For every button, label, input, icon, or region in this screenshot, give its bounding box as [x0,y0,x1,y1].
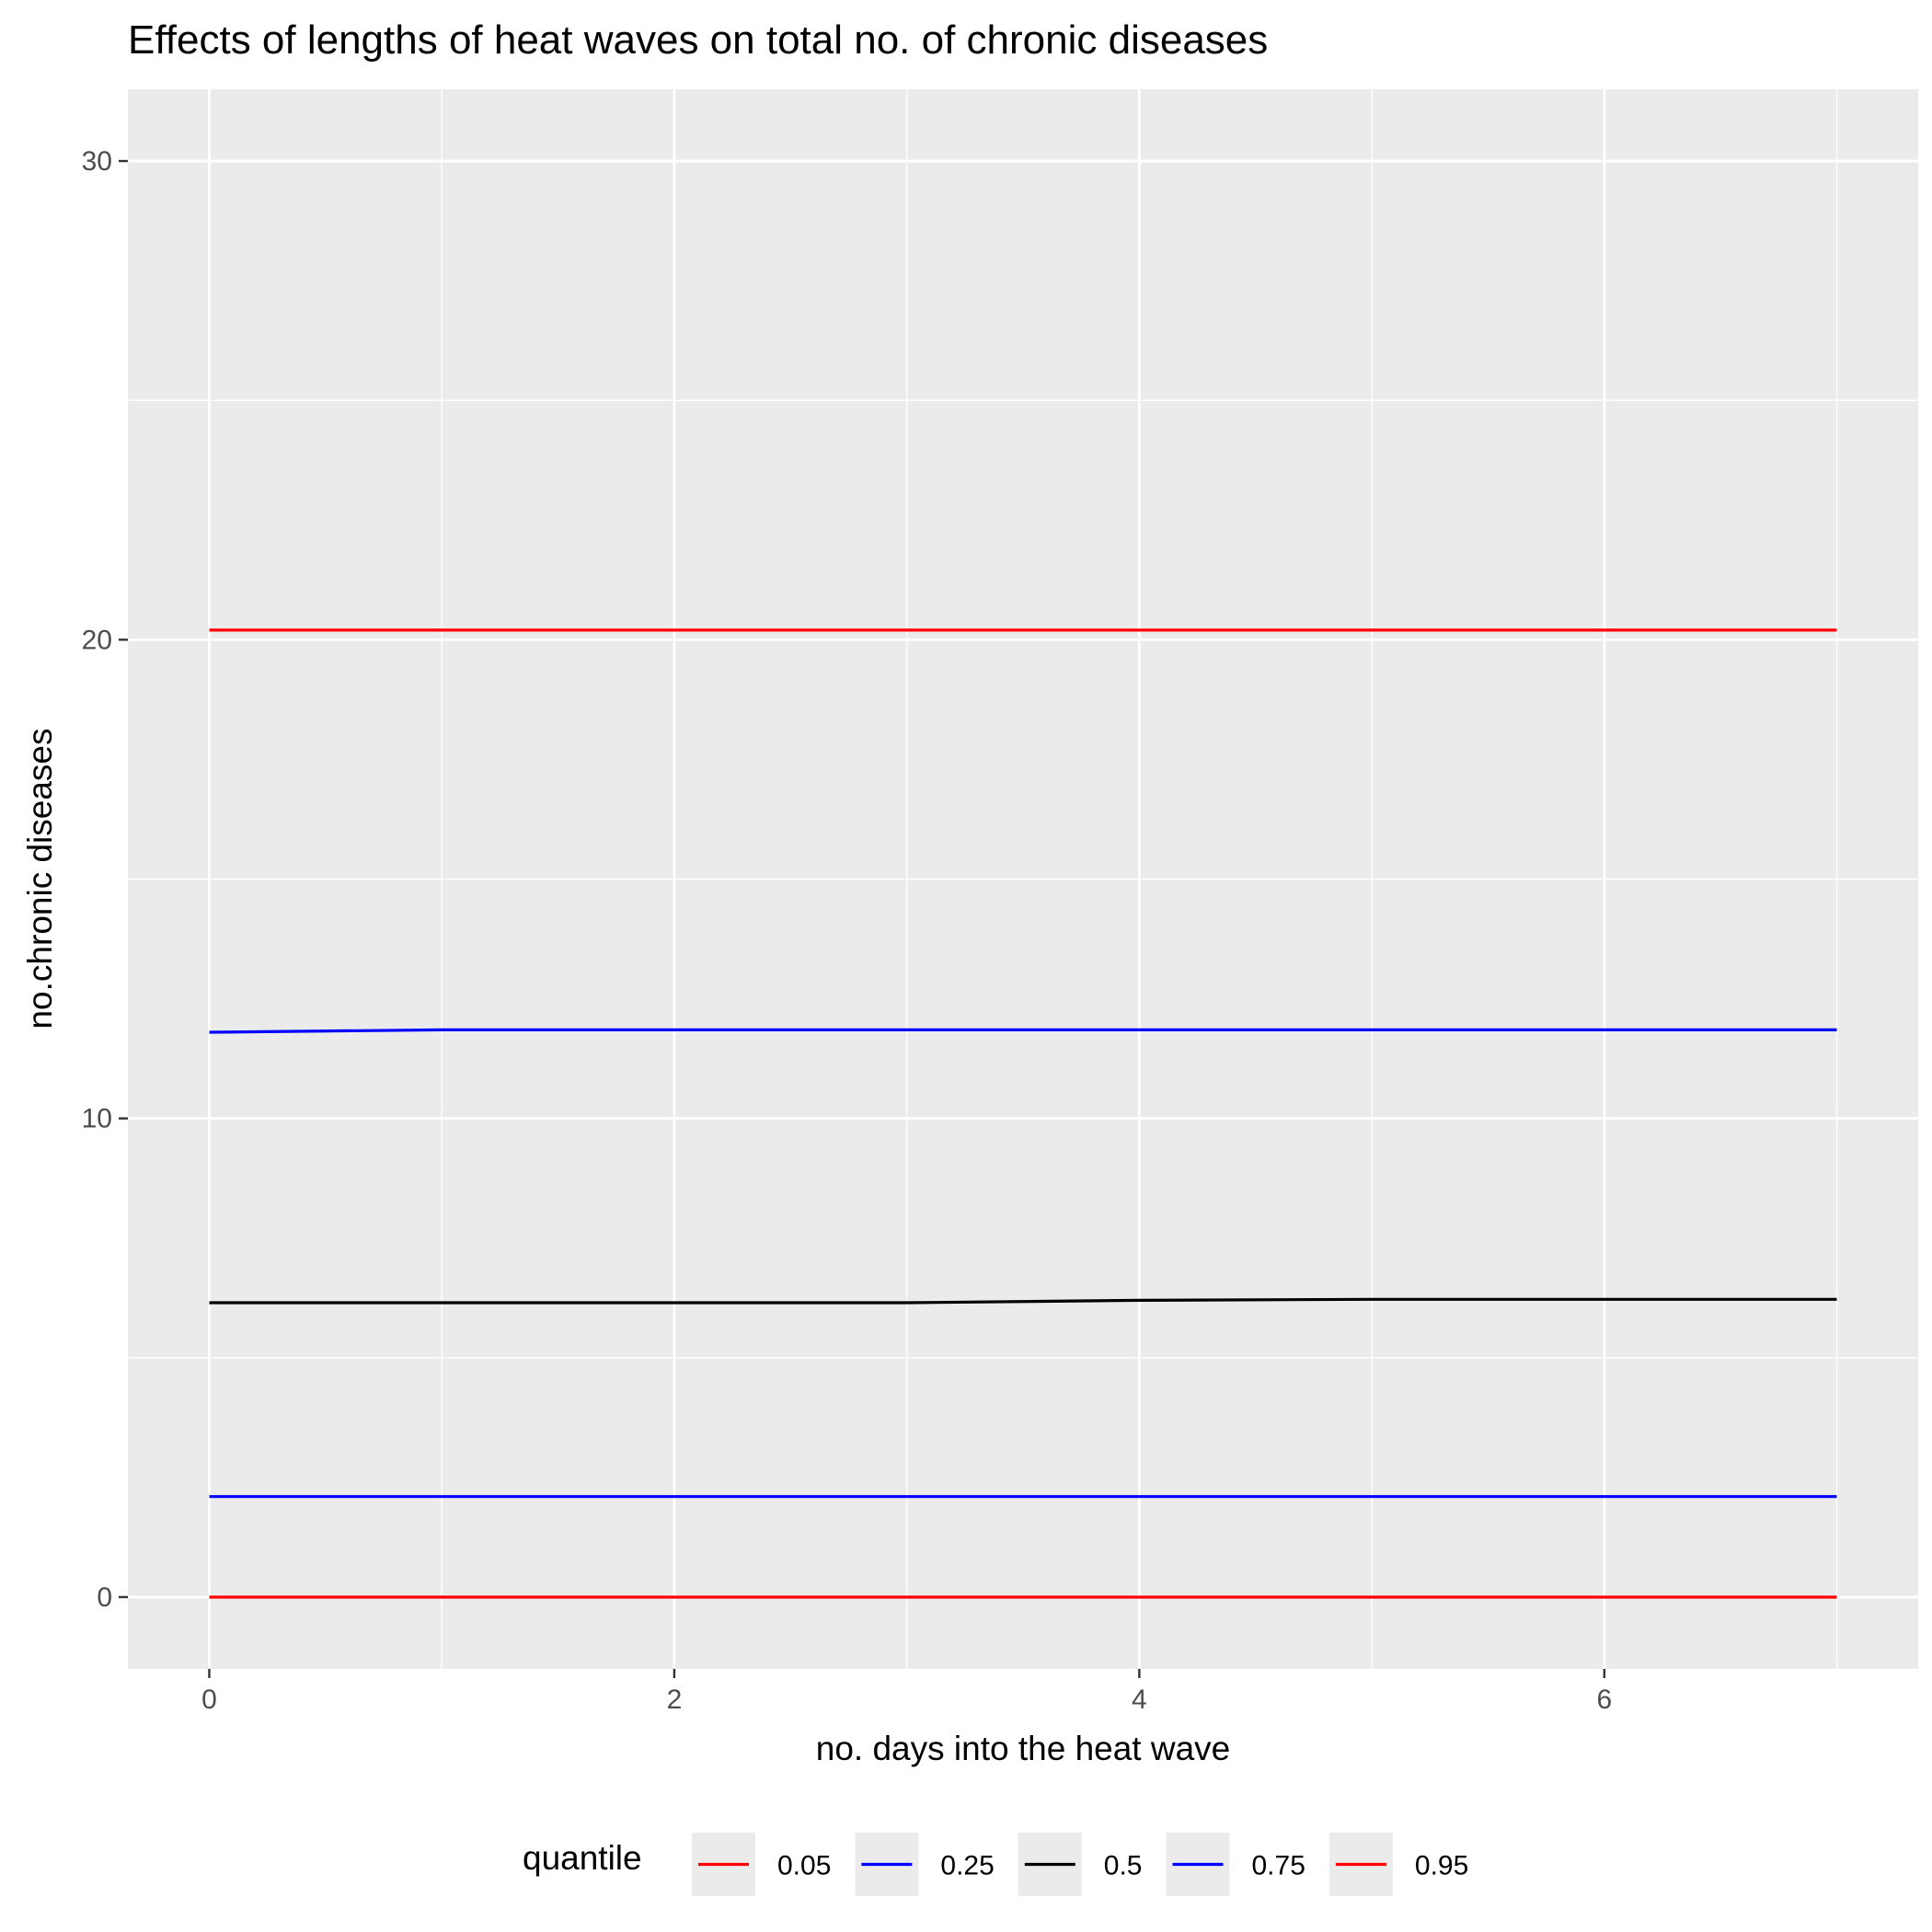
legend-label: 0.95 [1415,1851,1468,1881]
axis-ticks [119,159,1606,1678]
x-tick-label: 6 [1596,1685,1612,1715]
legend-title: quantile [523,1839,642,1877]
legend-label: 0.5 [1104,1851,1143,1881]
chart-title: Effects of lengths of heat waves on tota… [128,17,1268,63]
x-tick-label: 4 [1132,1685,1147,1715]
legend-label: 0.25 [940,1851,994,1881]
y-tick-label: 0 [97,1582,112,1613]
legend-label: 0.05 [777,1851,831,1881]
grid-minor [128,89,1918,1669]
y-tick-label: 20 [82,625,112,655]
y-tick-labels: 0 10 20 30 [82,146,112,1613]
y-tick-label: 30 [82,146,112,177]
legend-label: 0.75 [1252,1851,1305,1881]
legend: quantile 0.05 0.25 0.5 0.75 0.95 [523,1833,1468,1896]
series-lines [209,628,1837,1599]
x-tick-label: 0 [201,1685,217,1715]
y-axis-title: no.chronic diseases [21,728,59,1029]
x-tick-label: 2 [667,1685,683,1715]
series-line [209,1297,1837,1305]
x-tick-labels: 0 2 4 6 [201,1685,1612,1715]
x-axis-title: no. days into the heat wave [816,1730,1230,1767]
y-tick-label: 10 [82,1104,112,1134]
series-line [209,1028,1837,1034]
legend-items: 0.05 0.25 0.5 0.75 0.95 [692,1833,1468,1896]
